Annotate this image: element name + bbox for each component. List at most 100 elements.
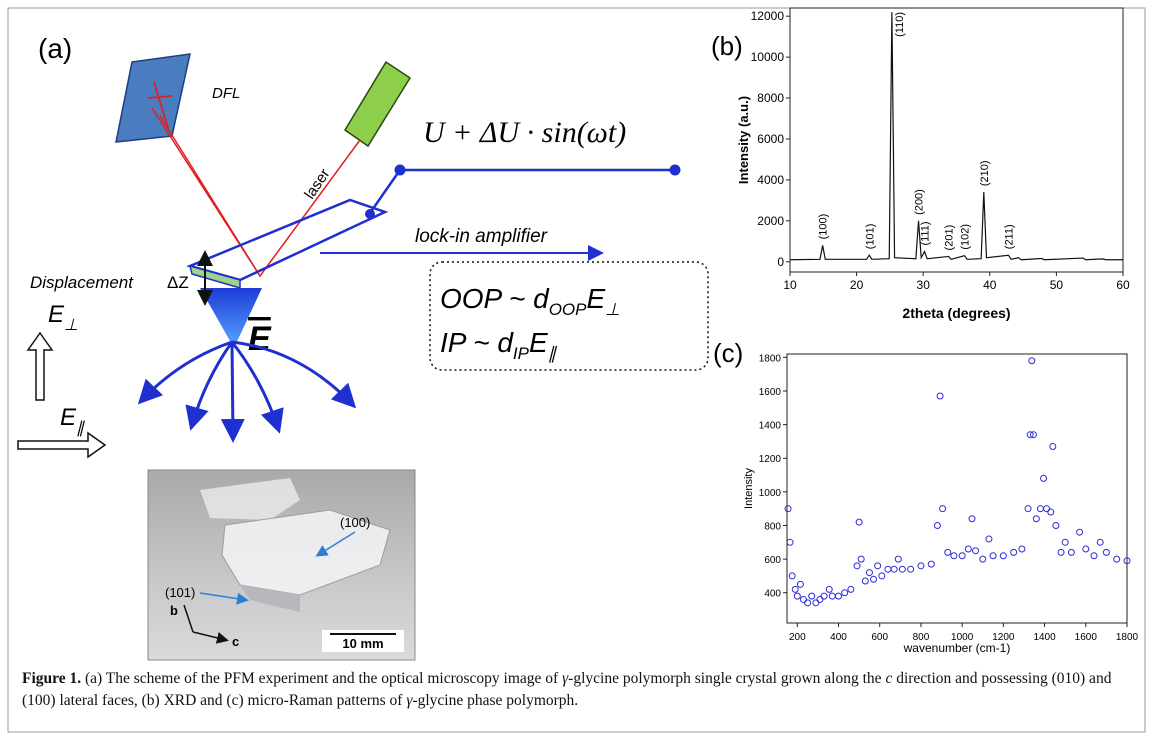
x-axis-label: 2theta (degrees) (902, 305, 1010, 321)
peak-label: (100) (818, 214, 830, 240)
scale-box (322, 630, 404, 652)
text: IP ~ d (440, 327, 514, 358)
raman-point (999, 552, 1007, 560)
raman-point (1096, 538, 1104, 546)
raman-point (816, 595, 824, 603)
raman-point (1029, 431, 1037, 439)
raman-point (1067, 548, 1075, 556)
raman-point (950, 552, 958, 560)
raman-point (884, 565, 892, 573)
raman-point (1123, 557, 1131, 565)
caption: Figure 1. (a) The scheme of the PFM expe… (22, 668, 1134, 712)
y-tick-label: 800 (764, 521, 781, 532)
y-tick-label: 12000 (751, 9, 785, 23)
text: E (586, 283, 605, 314)
face-label: (100) (340, 515, 370, 530)
raman-point (841, 589, 849, 597)
subscript: ⊥ (605, 300, 620, 319)
raman-point (1040, 474, 1048, 482)
caption-text: (a) The scheme of the PFM experiment and… (81, 670, 563, 687)
x-tick-label: 800 (913, 632, 930, 643)
peak-label: (111) (920, 221, 932, 245)
pointer (315, 531, 356, 557)
ip-formula: IP ~ dIPE∥ (440, 327, 558, 363)
axis-label: c (232, 634, 239, 649)
dfl-arrows (147, 81, 173, 129)
x-axis-label: wavenumber (cm-1) (903, 641, 1011, 655)
peak-label: (211) (1003, 224, 1015, 249)
raman-point (1113, 555, 1121, 563)
raman-point (890, 565, 898, 573)
subscript: ∥ (76, 420, 85, 437)
raman-point (1082, 545, 1090, 553)
raman-point (964, 545, 972, 553)
x-tick-label: 200 (789, 632, 806, 643)
raman-point (936, 392, 944, 400)
y-tick-label: 4000 (757, 173, 784, 187)
tip (200, 288, 262, 348)
y-tick-label: 1000 (759, 488, 782, 499)
y-tick-label: 0 (777, 255, 784, 269)
raman-point (1028, 357, 1036, 365)
crystal-face (240, 585, 300, 612)
raman-point (944, 548, 952, 556)
laser-beam (151, 107, 361, 278)
subscript: ⊥ (64, 317, 78, 334)
peak-label: (210) (979, 160, 991, 186)
face-label: (101) (165, 585, 195, 600)
y-tick-label: 2000 (757, 214, 784, 228)
y-tick-label: 400 (764, 589, 781, 600)
peak-label: (110) (894, 12, 906, 37)
text: E (529, 327, 548, 358)
raman-point (1032, 515, 1040, 523)
raman-point (825, 585, 833, 593)
raman-point (972, 547, 980, 555)
panel-label: (b) (711, 31, 743, 61)
raman-point (793, 592, 801, 600)
formula-box (429, 261, 709, 371)
x-tick-label: 400 (830, 632, 847, 643)
x-tick-label: 10 (783, 278, 797, 292)
caption-text: c (885, 670, 893, 687)
panel-label: (c) (713, 338, 743, 368)
raman-point (812, 599, 820, 607)
x-tick-label: 40 (983, 278, 997, 292)
laser-source (343, 60, 412, 148)
raman-point (788, 572, 796, 580)
displacement-label: Displacement (30, 273, 134, 292)
raman-point (1102, 548, 1110, 556)
caption-text: γ (562, 670, 569, 687)
raman-point (898, 565, 906, 573)
caption-text: γ (406, 692, 413, 709)
raman-point (847, 585, 855, 593)
lockin-label: lock-in amplifier (415, 226, 548, 247)
raman-point (1026, 431, 1034, 439)
peak-label: (200) (914, 189, 926, 215)
raman-point (917, 562, 925, 570)
crystal (221, 509, 391, 596)
y-tick-label: 1800 (759, 353, 782, 364)
raman-point (1047, 508, 1055, 516)
y-tick-label: 8000 (757, 91, 784, 105)
x-tick-label: 600 (871, 632, 888, 643)
raman-point (1036, 505, 1044, 513)
raman-point (853, 562, 861, 570)
y-tick-label: 1600 (759, 387, 782, 398)
panel-a: (a) DFL laser U + ΔU · sin(ωt) lock-in a… (17, 33, 709, 661)
raman-point (1049, 442, 1057, 450)
raman-point (979, 555, 987, 563)
raman-point (786, 538, 794, 546)
x-tick-label: 1400 (1033, 632, 1056, 643)
axes-arrows (183, 604, 226, 640)
field-lines (137, 340, 357, 443)
subscript: OOP (549, 300, 587, 319)
raman-point (874, 562, 882, 570)
raman-point (1024, 505, 1032, 513)
e-par-label: E∥ (60, 404, 85, 437)
peak-label: (101) (864, 224, 876, 250)
raman-point (989, 552, 997, 560)
raman-point (835, 592, 843, 600)
raman-point (958, 552, 966, 560)
